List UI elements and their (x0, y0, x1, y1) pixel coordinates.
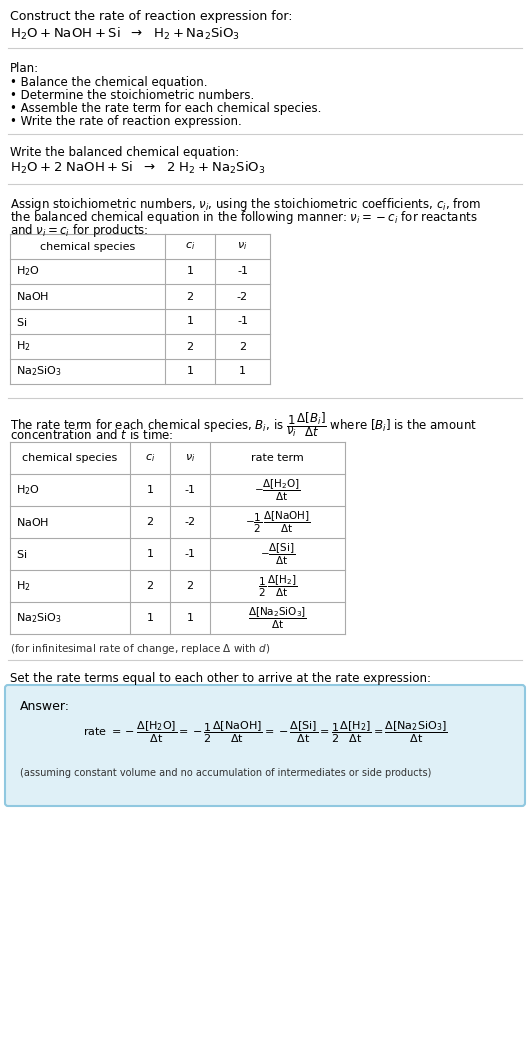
Text: -1: -1 (184, 549, 196, 559)
Text: 2: 2 (187, 342, 193, 351)
Text: $\dfrac{1}{2}\,\dfrac{\Delta[\rm H_2]}{\Delta t}$: $\dfrac{1}{2}\,\dfrac{\Delta[\rm H_2]}{\… (258, 573, 297, 598)
Text: concentration and $t$ is time:: concentration and $t$ is time: (10, 428, 174, 442)
Text: 2: 2 (146, 581, 154, 591)
Text: $\dfrac{\Delta[\rm Na_2SiO_3]}{\Delta t}$: $\dfrac{\Delta[\rm Na_2SiO_3]}{\Delta t}… (248, 605, 307, 630)
Text: 1: 1 (146, 485, 154, 495)
Text: $\rm Si$: $\rm Si$ (16, 548, 27, 560)
Text: 2: 2 (146, 517, 154, 527)
Text: $\rm NaOH$: $\rm NaOH$ (16, 516, 49, 528)
Text: (assuming constant volume and no accumulation of intermediates or side products): (assuming constant volume and no accumul… (20, 768, 431, 778)
Text: -1: -1 (184, 485, 196, 495)
Text: chemical species: chemical species (40, 242, 135, 251)
Text: $c_i$: $c_i$ (145, 452, 155, 464)
Text: Set the rate terms equal to each other to arrive at the rate expression:: Set the rate terms equal to each other t… (10, 672, 431, 685)
Text: • Write the rate of reaction expression.: • Write the rate of reaction expression. (10, 115, 242, 128)
Text: Write the balanced chemical equation:: Write the balanced chemical equation: (10, 146, 239, 159)
Text: 1: 1 (187, 267, 193, 276)
Text: -2: -2 (237, 292, 248, 301)
Text: 1: 1 (146, 549, 154, 559)
Text: $c_i$: $c_i$ (185, 241, 195, 252)
Text: 1: 1 (146, 613, 154, 623)
Text: $-\dfrac{1}{2}\,\dfrac{\Delta[\rm NaOH]}{\Delta t}$: $-\dfrac{1}{2}\,\dfrac{\Delta[\rm NaOH]}… (245, 510, 310, 535)
Text: 1: 1 (187, 317, 193, 326)
Text: $\nu_i$: $\nu_i$ (185, 452, 195, 464)
Text: 1: 1 (239, 367, 246, 376)
Text: (for infinitesimal rate of change, replace $\Delta$ with $d$): (for infinitesimal rate of change, repla… (10, 642, 270, 656)
Text: $-\dfrac{\Delta[\rm Si]}{\Delta t}$: $-\dfrac{\Delta[\rm Si]}{\Delta t}$ (260, 542, 295, 567)
Text: chemical species: chemical species (22, 453, 118, 463)
Text: -1: -1 (237, 267, 248, 276)
Text: and $\nu_i = c_i$ for products:: and $\nu_i = c_i$ for products: (10, 222, 148, 239)
Text: $\rm H_2O$: $\rm H_2O$ (16, 483, 40, 497)
Text: $\rm NaOH$: $\rm NaOH$ (16, 291, 49, 302)
Text: $\rm H_2O + NaOH + Si\ \ \rightarrow\ \ H_2 + Na_2SiO_3$: $\rm H_2O + NaOH + Si\ \ \rightarrow\ \ … (10, 26, 240, 42)
Text: 1: 1 (187, 613, 193, 623)
Text: $\rm H_2O$: $\rm H_2O$ (16, 265, 40, 278)
Text: $\rm H_2$: $\rm H_2$ (16, 340, 31, 353)
Text: $-\dfrac{\Delta[\rm H_2O]}{\Delta t}$: $-\dfrac{\Delta[\rm H_2O]}{\Delta t}$ (254, 477, 301, 502)
Text: rate $= -\dfrac{\Delta[\rm H_2O]}{\Delta t} = -\dfrac{1}{2}\dfrac{\Delta[\rm NaO: rate $= -\dfrac{\Delta[\rm H_2O]}{\Delta… (83, 720, 447, 745)
Text: 2: 2 (187, 292, 193, 301)
Text: The rate term for each chemical species, $B_i$, is $\dfrac{1}{\nu_i}\dfrac{\Delt: The rate term for each chemical species,… (10, 410, 477, 439)
Text: • Assemble the rate term for each chemical species.: • Assemble the rate term for each chemic… (10, 102, 321, 115)
Text: 1: 1 (187, 367, 193, 376)
Text: $\rm H_2O + 2\ NaOH + Si\ \ \rightarrow\ \ 2\ H_2 + Na_2SiO_3$: $\rm H_2O + 2\ NaOH + Si\ \ \rightarrow\… (10, 160, 266, 176)
Text: -2: -2 (184, 517, 196, 527)
Text: Plan:: Plan: (10, 63, 39, 75)
Text: Assign stoichiometric numbers, $\nu_i$, using the stoichiometric coefficients, $: Assign stoichiometric numbers, $\nu_i$, … (10, 196, 481, 213)
Text: 2: 2 (187, 581, 193, 591)
Text: • Balance the chemical equation.: • Balance the chemical equation. (10, 76, 208, 89)
Text: Construct the rate of reaction expression for:: Construct the rate of reaction expressio… (10, 10, 293, 23)
Text: $\rm H_2$: $\rm H_2$ (16, 579, 31, 593)
Text: $\rm Na_2SiO_3$: $\rm Na_2SiO_3$ (16, 365, 62, 378)
Text: 2: 2 (239, 342, 246, 351)
Text: -1: -1 (237, 317, 248, 326)
Text: the balanced chemical equation in the following manner: $\nu_i = -c_i$ for react: the balanced chemical equation in the fo… (10, 209, 478, 226)
Text: Answer:: Answer: (20, 700, 70, 713)
Text: $\rm Na_2SiO_3$: $\rm Na_2SiO_3$ (16, 611, 62, 625)
Text: • Determine the stoichiometric numbers.: • Determine the stoichiometric numbers. (10, 89, 254, 102)
Text: $\nu_i$: $\nu_i$ (237, 241, 248, 252)
Text: rate term: rate term (251, 453, 304, 463)
FancyBboxPatch shape (5, 685, 525, 807)
Text: $\rm Si$: $\rm Si$ (16, 316, 27, 327)
